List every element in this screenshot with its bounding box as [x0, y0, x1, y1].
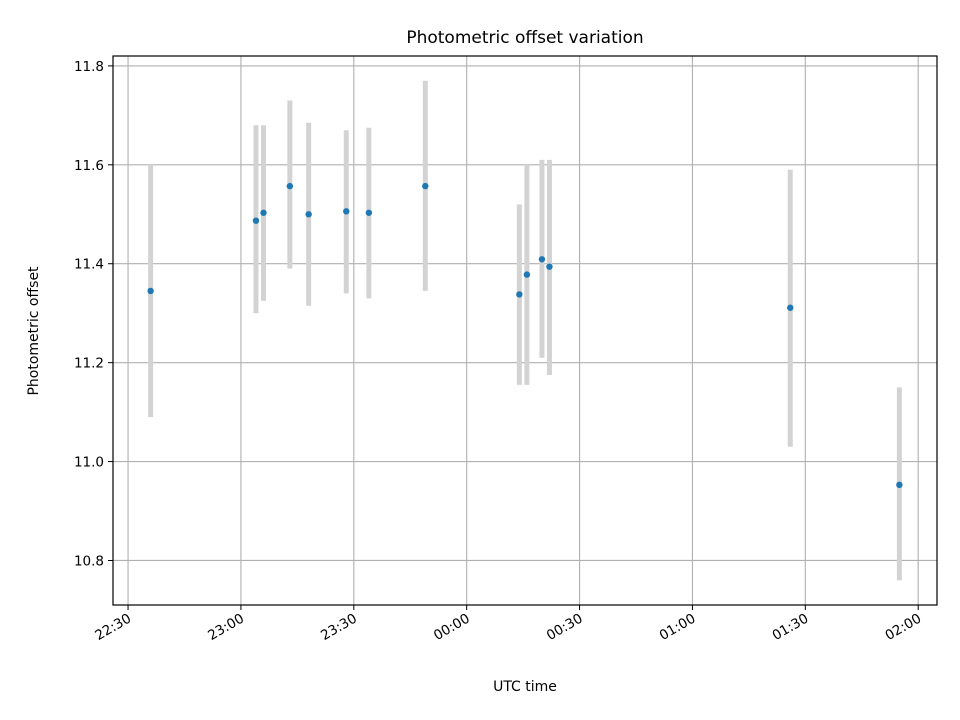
data-point	[523, 271, 531, 278]
y-tick-label: 11.6	[74, 158, 104, 174]
x-tick-label: 23:30	[318, 611, 360, 644]
x-tick-label: 22:30	[92, 611, 134, 644]
y-tick-label: 11.2	[74, 356, 104, 372]
data-point	[365, 209, 373, 216]
data-point	[422, 182, 429, 190]
x-tick-label: 01:00	[657, 611, 699, 644]
data-point	[787, 304, 794, 311]
y-axis-label: Photometric offset	[26, 266, 42, 396]
data-point	[516, 291, 523, 298]
data-point	[252, 217, 260, 224]
data-points	[147, 182, 903, 489]
x-tick-label: 00:00	[431, 611, 473, 644]
chart-title: Photometric offset variation	[406, 28, 643, 48]
data-point	[305, 211, 312, 218]
x-tick-label: 02:00	[882, 611, 924, 644]
error-bars	[148, 80, 902, 581]
data-point	[147, 287, 154, 295]
y-tick-label: 11.8	[74, 59, 104, 75]
data-point	[286, 182, 294, 190]
data-point	[343, 208, 350, 215]
x-tick-label: 23:00	[205, 611, 247, 644]
x-axis-ticks: 22:30 23:00 23:30 00:00 00:30 01:00 01:30 02:00	[92, 605, 924, 644]
plot-frame	[112, 55, 938, 606]
y-axis-ticks: 10.8 11.0 11.2 11.4 11.6 11.8	[74, 59, 113, 569]
x-axis-label: UTC time	[493, 679, 557, 695]
data-point	[260, 209, 267, 216]
data-point	[546, 263, 553, 270]
data-point	[896, 481, 903, 489]
y-tick-label: 10.8	[74, 553, 104, 569]
y-tick-label: 11.0	[74, 455, 104, 471]
data-point	[538, 256, 546, 263]
x-tick-label: 00:30	[544, 611, 586, 644]
x-tick-label: 01:30	[770, 611, 812, 644]
y-tick-label: 11.4	[74, 257, 104, 273]
